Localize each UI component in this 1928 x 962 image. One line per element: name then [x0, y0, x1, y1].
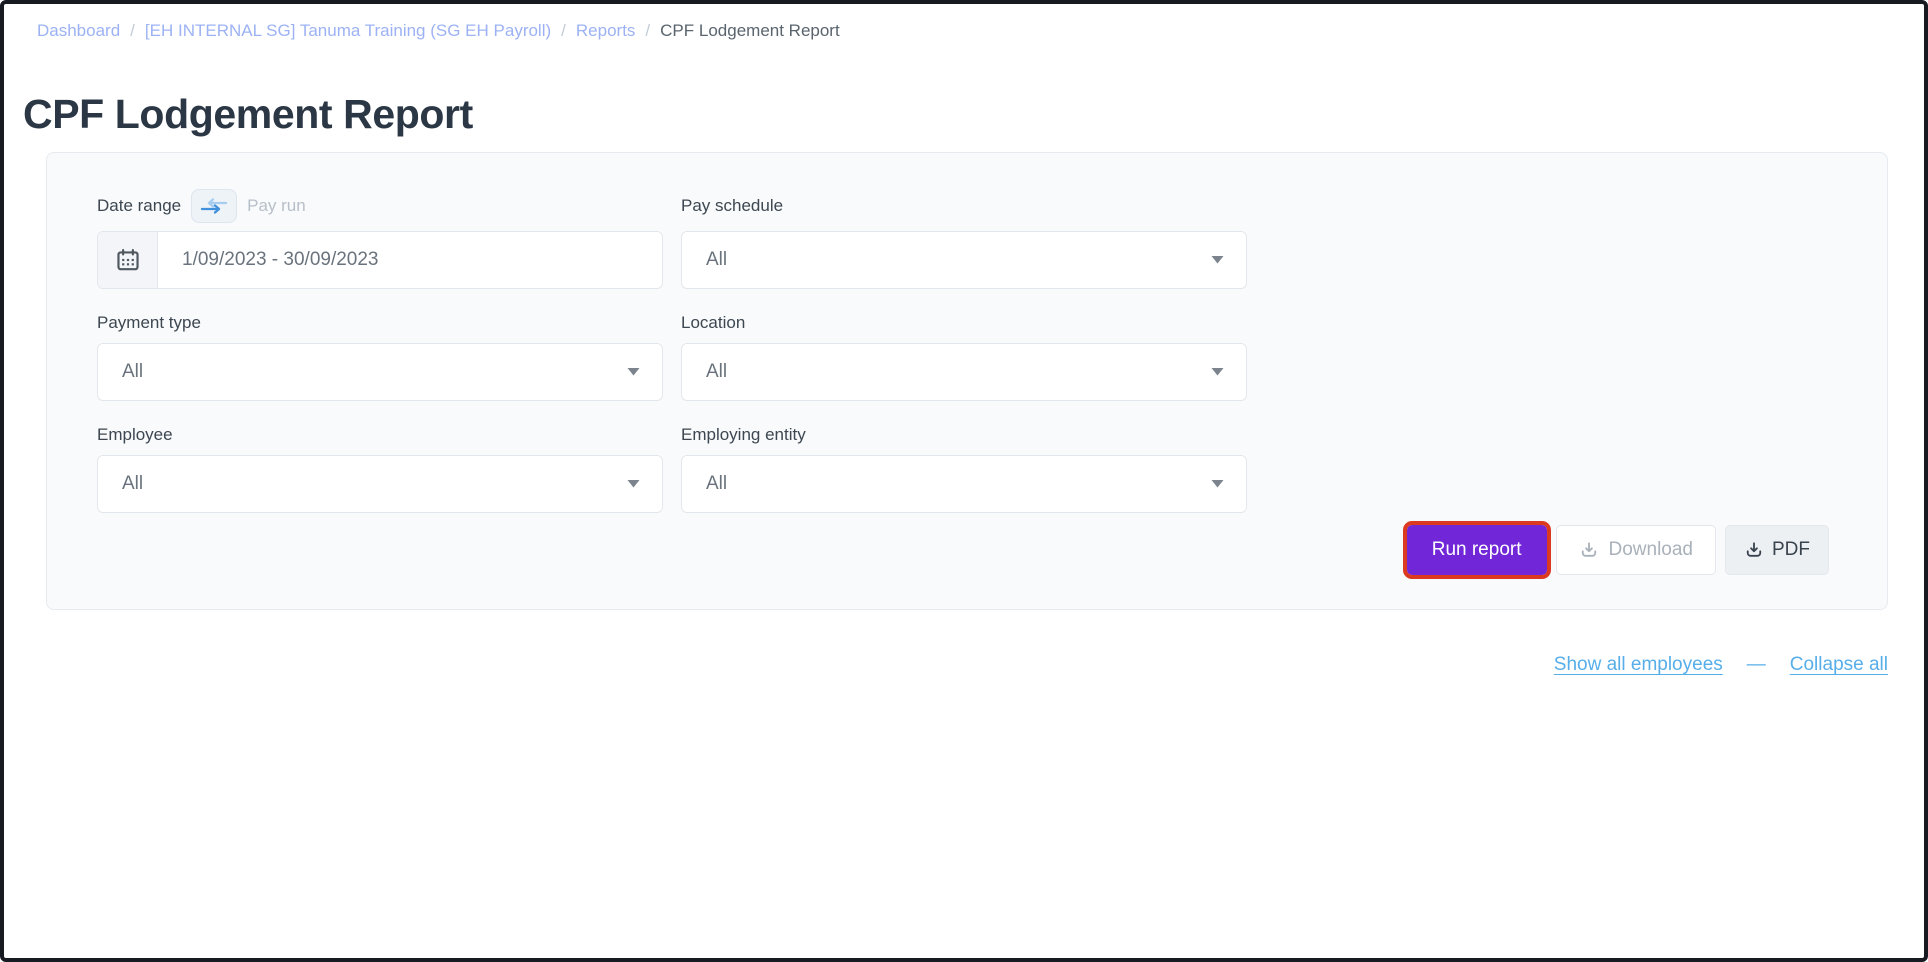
location-field: Location All — [681, 313, 1247, 401]
employee-label-row: Employee — [97, 425, 663, 445]
location-label: Location — [681, 313, 746, 332]
breadcrumb-separator: / — [645, 21, 651, 40]
employee-value: All — [122, 473, 144, 494]
run-report-button[interactable]: Run report — [1402, 521, 1551, 579]
location-select[interactable]: All — [681, 343, 1247, 401]
location-label-row: Location — [681, 313, 1247, 333]
download-icon — [1579, 540, 1599, 560]
date-mode-swap-button[interactable] — [191, 189, 238, 223]
breadcrumb-current-page: CPF Lodgement Report — [660, 21, 840, 40]
pay-schedule-select[interactable]: All — [681, 231, 1247, 289]
download-button-label: Download — [1608, 539, 1694, 560]
pay-run-mode-label[interactable]: Pay run — [247, 196, 306, 215]
employee-select[interactable]: All — [97, 455, 663, 513]
date-range-input[interactable]: 1/09/2023 - 30/09/2023 — [97, 231, 663, 289]
filter-grid: Date range Pay run — [97, 189, 1247, 513]
breadcrumb-reports[interactable]: Reports — [575, 21, 636, 40]
pay-schedule-label-row: Pay schedule — [681, 189, 1247, 223]
employee-list-controls: Show all employees — Collapse all — [1554, 654, 1888, 676]
show-all-employees-link[interactable]: Show all employees — [1553, 654, 1723, 675]
location-value: All — [706, 361, 728, 382]
employing-entity-select[interactable]: All — [681, 455, 1247, 513]
caret-down-icon — [627, 480, 640, 489]
pay-schedule-label: Pay schedule — [681, 196, 784, 215]
date-range-value: 1/09/2023 - 30/09/2023 — [182, 249, 379, 270]
caret-down-icon — [1211, 480, 1224, 489]
calendar-icon — [115, 247, 141, 273]
date-mode-toggle-row: Date range Pay run — [97, 189, 663, 223]
date-range-mode-label[interactable]: Date range — [97, 196, 182, 215]
report-filter-panel: Date range Pay run — [46, 152, 1888, 610]
employing-entity-field: Employing entity All — [681, 425, 1247, 513]
employing-entity-label-row: Employing entity — [681, 425, 1247, 445]
breadcrumb: Dashboard / [EH INTERNAL SG] Tanuma Trai… — [37, 21, 840, 41]
breadcrumb-separator: / — [130, 21, 135, 40]
breadcrumb-separator: / — [561, 21, 566, 40]
payment-type-label-row: Payment type — [97, 313, 663, 333]
pay-schedule-value: All — [706, 249, 728, 270]
calendar-addon[interactable] — [98, 232, 158, 288]
caret-down-icon — [1211, 256, 1224, 265]
breadcrumb-organisation[interactable]: [EH INTERNAL SG] Tanuma Training (SG EH … — [144, 21, 552, 40]
swap-arrows-icon — [200, 198, 228, 214]
date-range-field: Date range Pay run — [97, 189, 663, 289]
breadcrumb-dashboard[interactable]: Dashboard — [37, 21, 121, 40]
caret-down-icon — [627, 368, 640, 377]
links-separator-dash: — — [1746, 654, 1766, 675]
payment-type-label: Payment type — [97, 313, 201, 332]
page-title: CPF Lodgement Report — [23, 91, 473, 138]
collapse-all-link[interactable]: Collapse all — [1789, 654, 1888, 675]
employing-entity-label: Employing entity — [681, 425, 806, 444]
employee-field: Employee All — [97, 425, 663, 513]
payment-type-field: Payment type All — [97, 313, 663, 401]
download-icon — [1744, 540, 1764, 560]
download-button[interactable]: Download — [1555, 525, 1716, 575]
employee-label: Employee — [97, 425, 173, 444]
caret-down-icon — [1211, 368, 1224, 377]
employing-entity-value: All — [706, 473, 728, 494]
pdf-button-label: PDF — [1772, 539, 1810, 560]
pdf-button[interactable]: PDF — [1725, 525, 1829, 575]
payment-type-value: All — [122, 361, 144, 382]
report-actions: Run report Download PDF — [1402, 521, 1829, 579]
payment-type-select[interactable]: All — [97, 343, 663, 401]
pay-schedule-field: Pay schedule All — [681, 189, 1247, 289]
